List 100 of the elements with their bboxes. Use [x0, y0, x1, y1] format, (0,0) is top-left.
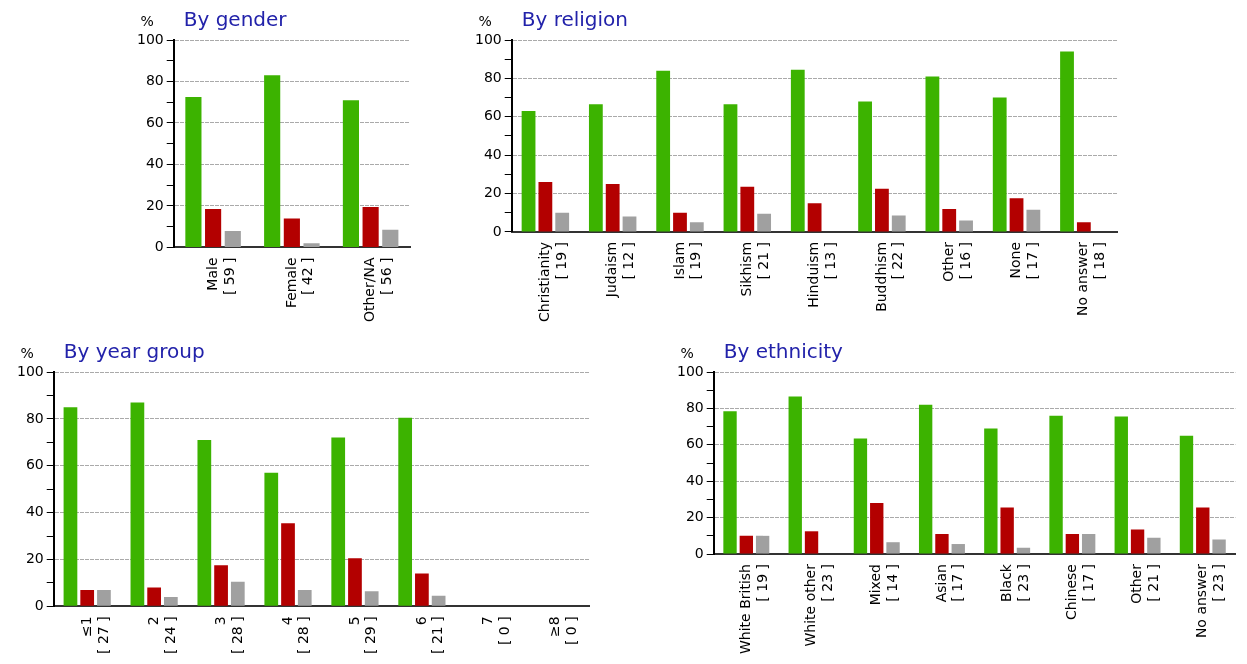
chart-title: By gender: [183, 7, 288, 31]
bar: [1076, 222, 1091, 232]
bar: [788, 396, 802, 554]
bar: [951, 544, 965, 554]
bar: [925, 76, 940, 232]
bar: [398, 417, 413, 606]
y-tick-label: 100: [16, 362, 44, 379]
x-tick-label: 4 [ 28 ]: [278, 616, 312, 654]
x-tick-label: None [ 17 ]: [1007, 241, 1040, 280]
x-tick-label: No answer [ 18 ]: [1074, 241, 1108, 316]
bar: [853, 438, 868, 554]
bar: [804, 531, 819, 554]
chart-title: By year group: [63, 339, 205, 363]
bar: [740, 186, 755, 232]
bar: [1009, 198, 1024, 232]
x-tick-label: Judaism [ 12 ]: [603, 241, 637, 299]
bar: [757, 213, 772, 232]
bar: [790, 69, 805, 232]
bar: [605, 183, 620, 232]
bar: [164, 596, 178, 606]
y-tick-label: 100: [136, 30, 164, 47]
bar: [431, 595, 446, 606]
bar: [1130, 529, 1145, 554]
y-axis-title: %: [478, 13, 492, 29]
bar: [723, 104, 738, 232]
chart-title: By ethnicity: [723, 339, 844, 363]
bar: [984, 428, 998, 554]
bar: [147, 587, 161, 606]
bar: [97, 589, 111, 606]
x-tick-label: White British [ 19 ]: [736, 564, 770, 655]
x-tick-label: Mixed [ 14 ]: [867, 564, 901, 606]
bar: [283, 218, 300, 247]
bar: [689, 222, 704, 232]
bar: [992, 97, 1007, 232]
x-tick-label: 2 [ 24 ]: [144, 616, 178, 654]
bar: [942, 208, 957, 232]
bar: [935, 534, 949, 554]
bar: [886, 542, 900, 554]
bar: [1196, 507, 1210, 554]
bar: [1212, 539, 1226, 554]
bar: [673, 212, 687, 232]
y-axis-title: %: [680, 345, 694, 361]
bar: [739, 535, 754, 554]
x-tick-label: Buddhism [ 22 ]: [872, 241, 906, 312]
chart-title: By religion: [521, 7, 628, 31]
x-tick-label: Islam [ 19 ]: [670, 241, 704, 280]
bar: [362, 207, 379, 247]
bar: [1065, 534, 1080, 554]
y-tick-label: 80: [685, 399, 704, 416]
bar: [858, 101, 872, 232]
bar: [224, 230, 241, 247]
y-tick-label: 60: [685, 435, 704, 452]
bar: [205, 209, 222, 247]
x-tick-label: Male [ 59 ]: [203, 257, 237, 296]
x-tick-label: Asian [ 17 ]: [932, 564, 966, 603]
x-tick-label: Hinduism [ 13 ]: [805, 241, 839, 308]
bar: [415, 573, 429, 606]
bar: [130, 402, 145, 606]
x-tick-label: ≥8 [ 0 ]: [546, 616, 580, 646]
x-tick-label: 6 [ 21 ]: [412, 616, 446, 654]
bar: [1147, 537, 1161, 554]
y-tick-label: 40: [145, 155, 164, 172]
y-tick-label: 0: [492, 222, 502, 239]
bar: [348, 558, 362, 606]
bar: [723, 411, 737, 554]
bar: [1049, 415, 1063, 554]
y-tick-label: 40: [25, 503, 44, 520]
y-tick-label: 100: [676, 362, 704, 379]
bar: [342, 100, 359, 247]
bar: [63, 407, 78, 606]
bar: [264, 472, 279, 606]
y-tick-label: 20: [483, 184, 502, 201]
bar: [555, 212, 570, 232]
x-tick-label: 3 [ 28 ]: [211, 616, 245, 654]
y-tick-label: 60: [483, 107, 502, 124]
bar: [959, 220, 973, 232]
y-tick-label: 40: [483, 145, 502, 162]
y-axis-title: %: [140, 13, 154, 29]
bar: [1179, 435, 1194, 554]
bar: [875, 188, 889, 232]
y-axis-title: %: [20, 345, 34, 361]
bar: [1016, 547, 1031, 554]
y-tick-label: 100: [474, 30, 502, 47]
bar: [1081, 534, 1096, 554]
bar: [1060, 51, 1074, 232]
y-tick-label: 80: [25, 409, 44, 426]
bar: [214, 565, 228, 606]
bar: [230, 581, 245, 606]
bar: [364, 591, 379, 606]
bar: [297, 589, 312, 606]
y-tick-label: 80: [145, 72, 164, 89]
x-tick-label: 7 [ 0 ]: [479, 616, 513, 646]
bar: [755, 535, 770, 554]
x-tick-label: Other [ 16 ]: [939, 241, 973, 282]
bar: [264, 75, 281, 247]
bar: [588, 104, 603, 232]
y-tick-label: 60: [25, 456, 44, 473]
y-tick-label: 20: [25, 550, 44, 567]
bar: [521, 111, 536, 232]
bar: [80, 589, 95, 606]
